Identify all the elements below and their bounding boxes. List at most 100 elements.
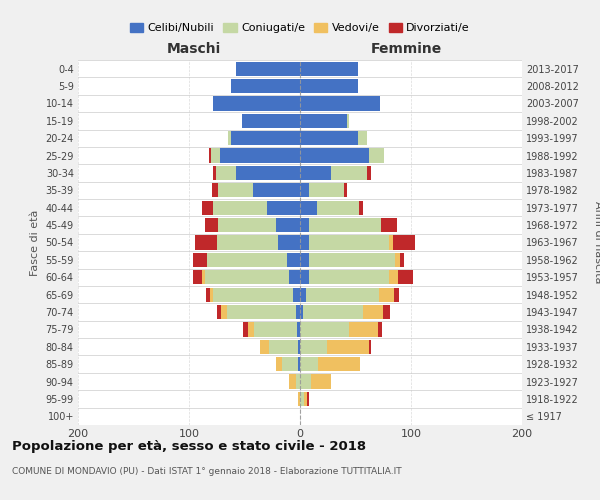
Bar — [214, 288, 293, 302]
Bar — [218, 218, 275, 232]
Bar — [227, 305, 296, 319]
Bar — [359, 200, 363, 215]
Bar — [194, 236, 217, 250]
Bar — [298, 357, 300, 372]
Bar — [221, 305, 227, 319]
Legend: Celibi/Nubili, Coniugati/e, Vedovi/e, Divorziati/e: Celibi/Nubili, Coniugati/e, Vedovi/e, Di… — [125, 18, 475, 38]
Bar — [215, 166, 236, 180]
Bar — [300, 96, 380, 110]
Bar — [311, 374, 331, 388]
Bar — [193, 253, 207, 267]
Bar — [363, 305, 383, 319]
Bar — [296, 374, 300, 388]
Bar — [331, 166, 367, 180]
Bar — [347, 114, 349, 128]
Bar — [298, 340, 300, 354]
Bar — [349, 322, 378, 336]
Bar — [202, 270, 205, 284]
Bar — [309, 270, 389, 284]
Bar — [389, 236, 393, 250]
Bar — [231, 79, 300, 93]
Bar — [300, 62, 358, 76]
Bar — [300, 392, 304, 406]
Bar — [300, 131, 358, 146]
Bar — [300, 79, 358, 93]
Bar — [383, 305, 390, 319]
Bar — [205, 218, 218, 232]
Bar — [304, 305, 363, 319]
Bar — [326, 340, 369, 354]
Bar — [211, 148, 220, 162]
Bar — [307, 392, 309, 406]
Bar — [300, 200, 317, 215]
Bar — [214, 166, 215, 180]
Bar — [228, 131, 231, 146]
Bar — [282, 357, 298, 372]
Bar — [378, 322, 382, 336]
Bar — [217, 236, 278, 250]
Bar — [300, 183, 309, 198]
Bar — [293, 288, 300, 302]
Bar — [300, 270, 309, 284]
Bar — [275, 218, 300, 232]
Bar — [205, 270, 289, 284]
Text: Maschi: Maschi — [166, 42, 221, 56]
Bar — [278, 236, 300, 250]
Bar — [210, 288, 214, 302]
Bar — [300, 305, 304, 319]
Bar — [254, 322, 296, 336]
Bar — [395, 253, 400, 267]
Bar — [300, 166, 331, 180]
Bar — [289, 374, 296, 388]
Bar — [300, 218, 309, 232]
Text: Popolazione per età, sesso e stato civile - 2018: Popolazione per età, sesso e stato civil… — [12, 440, 366, 453]
Bar — [300, 236, 309, 250]
Bar — [206, 288, 210, 302]
Bar — [309, 183, 344, 198]
Bar — [214, 200, 266, 215]
Bar — [300, 253, 309, 267]
Bar — [317, 200, 359, 215]
Bar — [400, 253, 404, 267]
Bar — [389, 270, 398, 284]
Text: COMUNE DI MONDAVIO (PU) - Dati ISTAT 1° gennaio 2018 - Elaborazione TUTTITALIA.I: COMUNE DI MONDAVIO (PU) - Dati ISTAT 1° … — [12, 468, 401, 476]
Bar — [242, 114, 300, 128]
Bar — [367, 166, 371, 180]
Bar — [217, 305, 221, 319]
Bar — [305, 288, 379, 302]
Text: Femmine: Femmine — [371, 42, 442, 56]
Bar — [381, 218, 397, 232]
Bar — [236, 62, 300, 76]
Bar — [248, 322, 254, 336]
Bar — [300, 148, 369, 162]
Bar — [309, 253, 395, 267]
Bar — [300, 357, 318, 372]
Bar — [296, 305, 300, 319]
Bar — [214, 96, 300, 110]
Bar — [300, 340, 326, 354]
Bar — [300, 322, 349, 336]
Bar — [369, 148, 385, 162]
Y-axis label: Fasce di età: Fasce di età — [30, 210, 40, 276]
Bar — [300, 374, 311, 388]
Bar — [358, 131, 367, 146]
Y-axis label: Anni di nascita: Anni di nascita — [593, 201, 600, 284]
Bar — [207, 253, 287, 267]
Bar — [287, 253, 300, 267]
Bar — [318, 357, 360, 372]
Bar — [236, 166, 300, 180]
Bar — [260, 340, 269, 354]
Bar — [266, 200, 300, 215]
Bar — [394, 288, 399, 302]
Bar — [379, 288, 394, 302]
Bar — [275, 357, 282, 372]
Bar — [296, 322, 300, 336]
Bar — [309, 236, 389, 250]
Bar — [344, 183, 347, 198]
Bar — [202, 200, 214, 215]
Bar — [209, 148, 211, 162]
Bar — [300, 114, 347, 128]
Bar — [212, 183, 218, 198]
Bar — [218, 183, 253, 198]
Bar — [298, 392, 300, 406]
